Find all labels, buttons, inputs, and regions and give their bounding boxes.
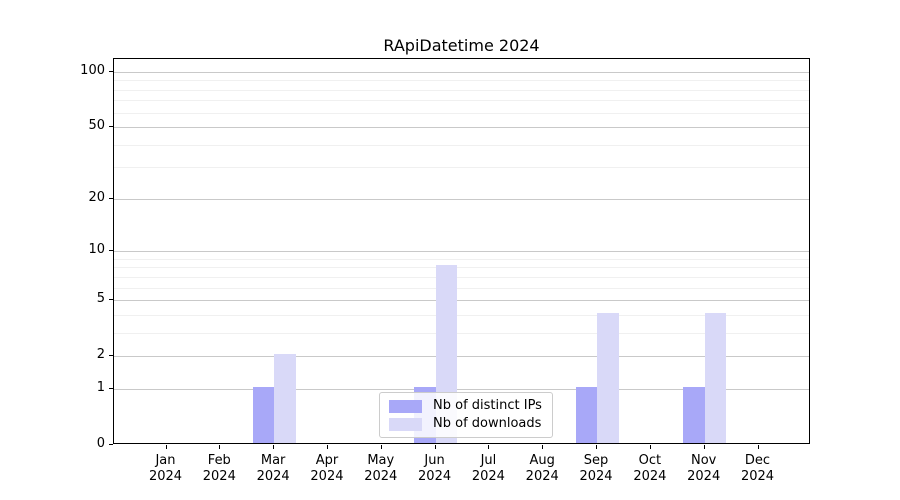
gridline-minor-80: [114, 89, 809, 91]
x-tick-label-jan: Jan 2024: [148, 453, 183, 484]
x-tick-oct: [649, 445, 651, 449]
x-tick-feb: [219, 445, 221, 449]
y-tick-label-2: 2: [96, 347, 105, 363]
y-tick-20: [109, 197, 113, 199]
x-tick-label-jun: Jun 2024: [418, 453, 452, 484]
gridline-minor-90: [114, 80, 809, 82]
legend-label-distinct-ips: Nb of distinct IPs: [433, 398, 542, 413]
gridline-10: [114, 251, 809, 253]
chart-title: RApiDatetime 2024: [383, 36, 540, 55]
x-tick-label-may: May 2024: [364, 453, 398, 484]
x-tick-may: [380, 445, 382, 449]
legend-item-downloads: Nb of downloads: [389, 416, 544, 432]
x-tick-apr: [326, 445, 328, 449]
x-tick-label-mar: Mar 2024: [256, 453, 290, 484]
bar-mar-distinct-ips: [252, 386, 275, 443]
gridline-2: [114, 356, 809, 358]
x-tick-jun: [434, 445, 436, 449]
x-tick-jan: [165, 445, 167, 449]
gridline-minor-30: [114, 167, 809, 169]
gridline-minor-7: [114, 276, 809, 278]
x-tick-label-nov: Nov 2024: [687, 453, 721, 484]
gridline-minor-6: [114, 287, 809, 289]
gridline-minor-3: [114, 332, 809, 334]
bar-nov-downloads: [704, 312, 727, 443]
x-tick-label-feb: Feb 2024: [202, 453, 236, 484]
y-tick-1: [109, 387, 113, 389]
plot-area: Nb of distinct IPs Nb of downloads: [113, 58, 810, 444]
gridline-50: [114, 127, 809, 129]
bar-sep-distinct-ips: [575, 386, 598, 443]
y-tick-100: [109, 70, 113, 72]
x-tick-mar: [273, 445, 275, 449]
y-tick-5: [109, 299, 113, 301]
bar-sep-downloads: [597, 312, 619, 443]
gridline-minor-8: [114, 267, 809, 269]
x-tick-dec: [757, 445, 759, 449]
gridline-minor-60: [114, 112, 809, 114]
legend-item-distinct-ips: Nb of distinct IPs: [389, 398, 544, 414]
x-tick-label-apr: Apr 2024: [310, 453, 344, 484]
y-tick-50: [109, 126, 113, 128]
gridline-minor-70: [114, 100, 809, 102]
gridline-minor-4: [114, 314, 809, 316]
x-tick-nov: [703, 445, 705, 449]
gridline-100: [114, 71, 809, 73]
y-tick-label-50: 50: [88, 118, 105, 134]
legend-swatch-distinct-ips: [389, 399, 422, 413]
gridline-minor-9: [114, 258, 809, 260]
y-tick-0: [109, 444, 113, 445]
bar-mar-downloads: [274, 354, 296, 443]
y-tick-10: [109, 250, 113, 252]
y-tick-label-20: 20: [88, 189, 105, 205]
x-tick-aug: [542, 445, 544, 449]
x-tick-sep: [596, 445, 598, 449]
y-tick-label-100: 100: [80, 62, 105, 78]
gridline-1: [114, 388, 809, 390]
legend-swatch-downloads: [389, 417, 422, 431]
x-tick-label-aug: Aug 2024: [525, 453, 559, 484]
y-tick-label-0: 0: [96, 436, 105, 451]
x-tick-label-oct: Oct 2024: [633, 453, 667, 484]
y-tick-label-10: 10: [88, 242, 105, 258]
y-tick-2: [109, 355, 113, 357]
x-tick-label-dec: Dec 2024: [740, 453, 775, 484]
gridline-minor-40: [114, 144, 809, 146]
y-tick-label-5: 5: [96, 291, 105, 307]
gridline-5: [114, 300, 809, 302]
legend: Nb of distinct IPs Nb of downloads: [379, 392, 553, 438]
x-tick-jul: [488, 445, 490, 449]
y-tick-label-1: 1: [96, 379, 105, 395]
legend-label-downloads: Nb of downloads: [433, 416, 542, 431]
x-tick-label-sep: Sep 2024: [579, 453, 613, 484]
bar-nov-distinct-ips: [683, 386, 705, 443]
gridline-20: [114, 198, 809, 200]
x-tick-label-jul: Jul 2024: [471, 453, 505, 484]
